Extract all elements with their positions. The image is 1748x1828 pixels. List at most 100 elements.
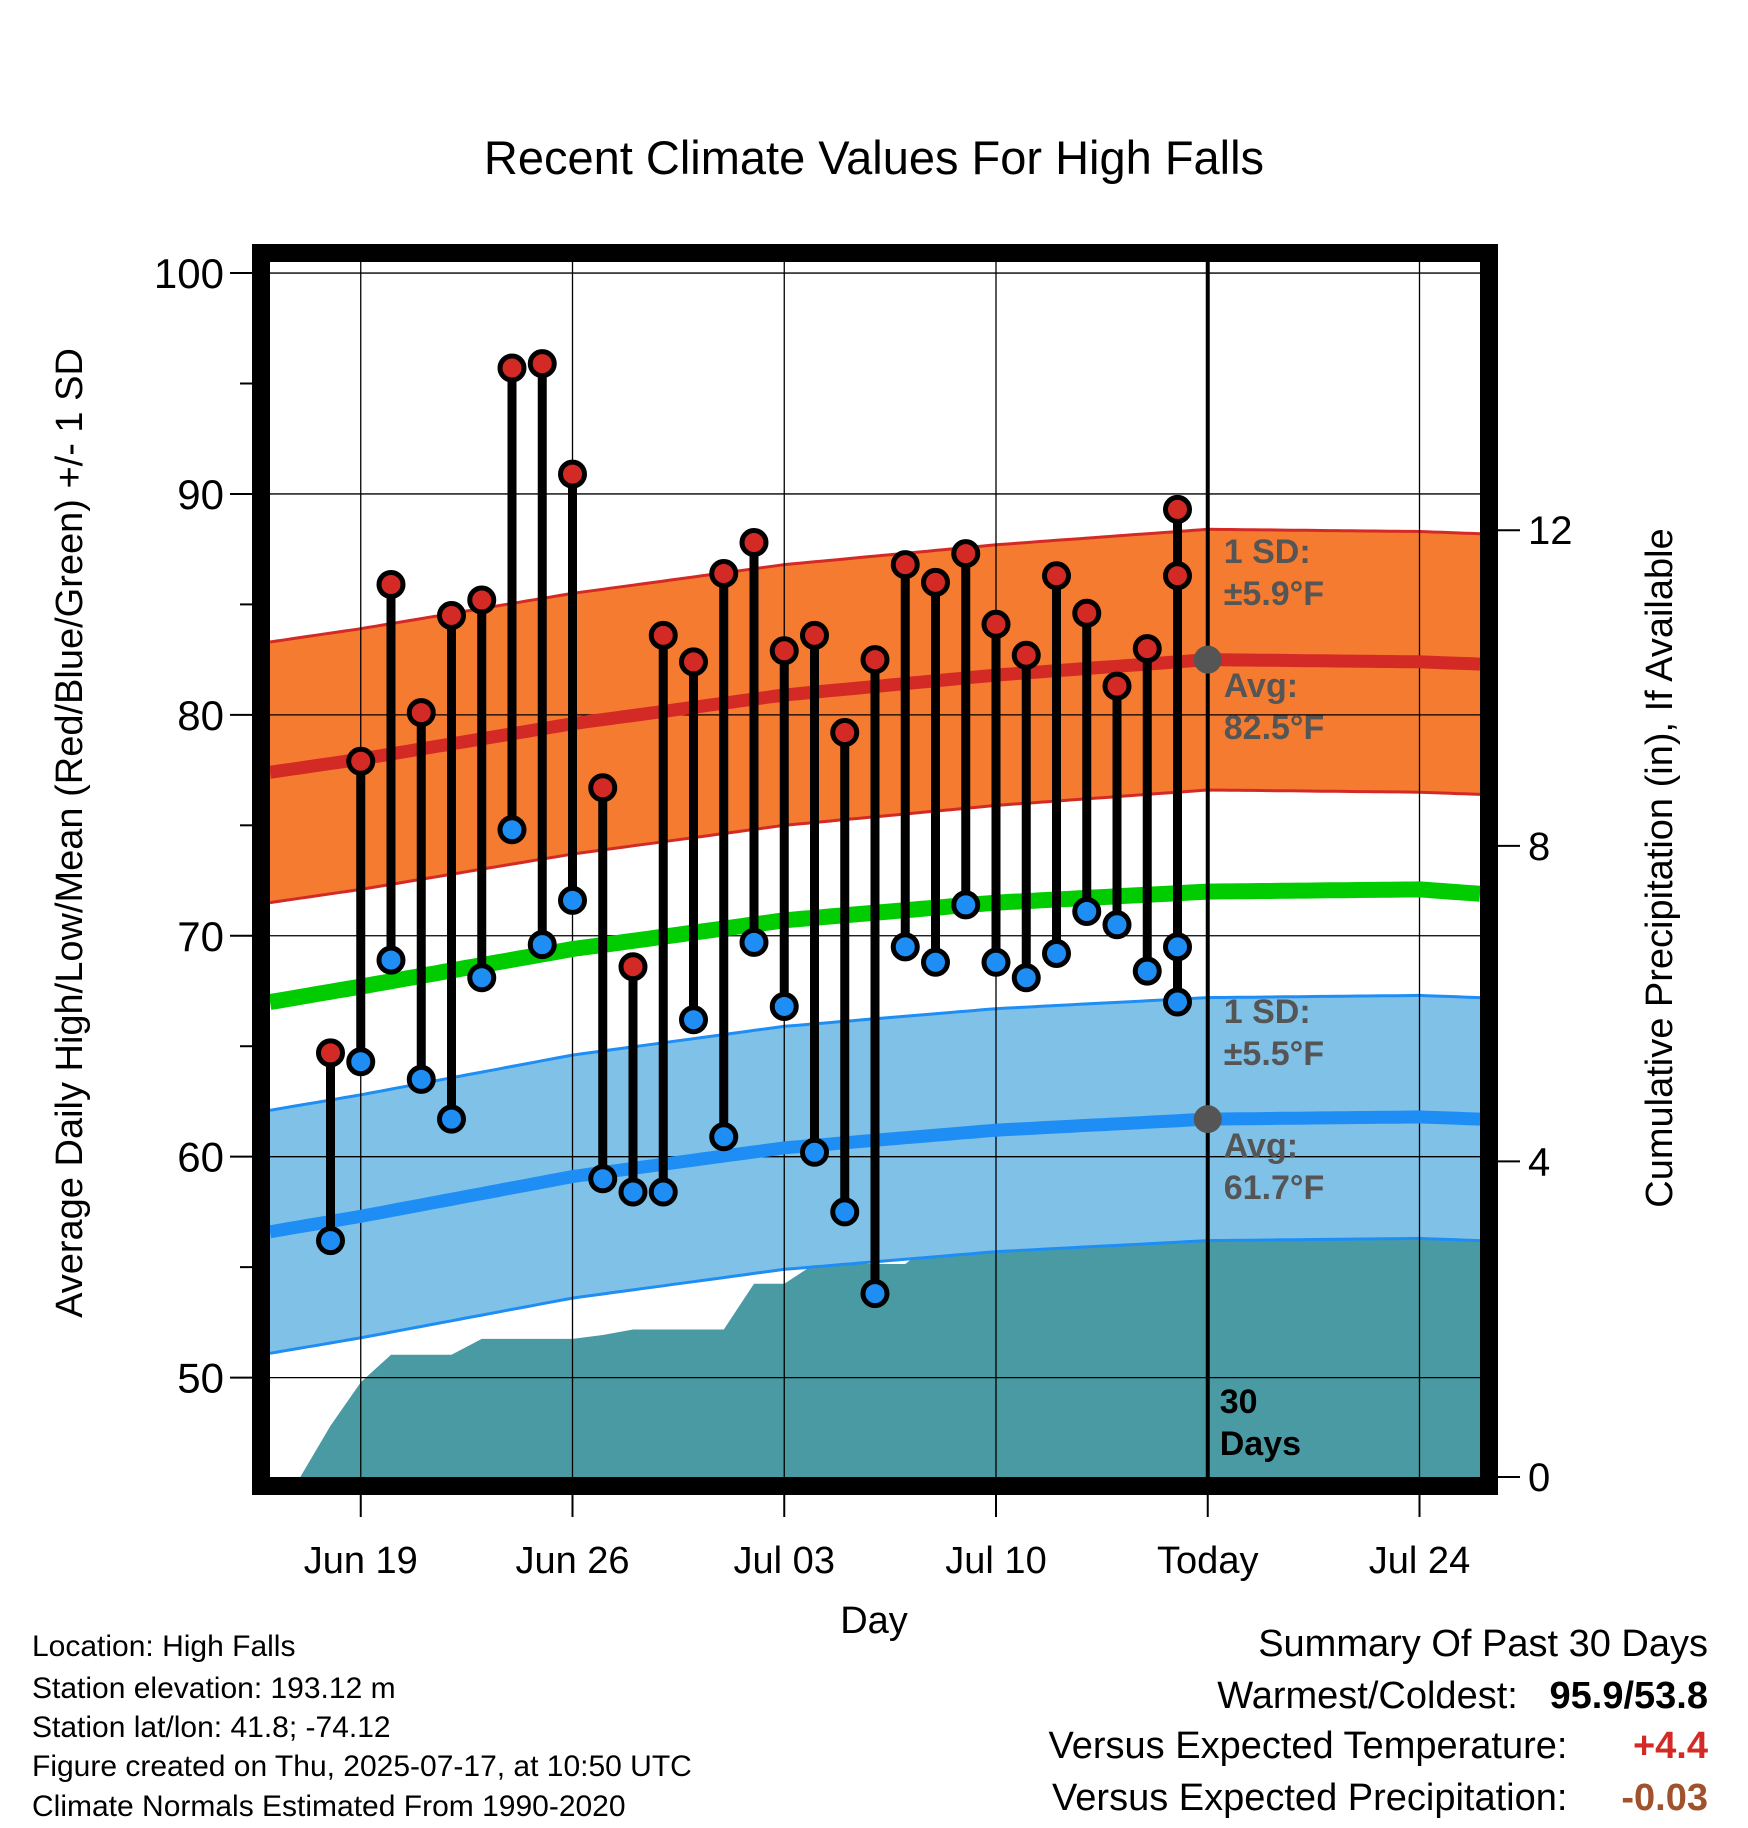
- low-sd-annotation: 1 SD:: [1224, 993, 1311, 1031]
- daily-high-point: [1072, 598, 1102, 628]
- info-latlon: Station lat/lon: 41.8; -74.12: [32, 1711, 391, 1744]
- daily-high-point: [830, 718, 860, 748]
- daily-low-point: [406, 1064, 436, 1094]
- daily-high-point: [497, 353, 527, 383]
- daily-low-point: [618, 1177, 648, 1207]
- today-avg-low-marker: [1193, 1105, 1222, 1134]
- y-tick-label: 70: [177, 913, 224, 960]
- y-tick-label: 50: [177, 1355, 224, 1402]
- summary-temp: Versus Expected Temperature: +4.4: [1049, 1727, 1708, 1765]
- y2-tick-label: 4: [1528, 1140, 1550, 1184]
- info-location: Location: High Falls: [32, 1630, 296, 1663]
- daily-low-point: [1011, 963, 1041, 993]
- precip-value: -0.03: [1621, 1777, 1708, 1819]
- daily-high-point: [346, 746, 376, 776]
- x-tick-label: Jun 26: [515, 1540, 629, 1582]
- warmest-label: Warmest/Coldest:: [1217, 1675, 1518, 1717]
- daily-low-point: [830, 1197, 860, 1227]
- temp-label: Versus Expected Temperature:: [1048, 1725, 1568, 1767]
- y-axis-label: Average Daily High/Low/Mean (Red/Blue/Gr…: [49, 348, 91, 1318]
- summary-precip: Versus Expected Precipitation: -0.03: [1052, 1779, 1708, 1817]
- daily-low-point: [346, 1047, 376, 1077]
- daily-low-point: [739, 927, 769, 957]
- daily-high-point: [527, 349, 557, 379]
- precip-label: Versus Expected Precipitation:: [1052, 1777, 1568, 1819]
- period-label: Days: [1220, 1425, 1301, 1463]
- daily-low-point: [1163, 987, 1192, 1017]
- high-avg-annotation: Avg:: [1224, 667, 1298, 705]
- plot-frame: [252, 244, 1498, 1495]
- y2-tick-label: 8: [1528, 825, 1550, 869]
- x-tick-label: Jul 03: [734, 1540, 835, 1582]
- daily-high-point: [860, 645, 890, 675]
- daily-low-point: [1132, 956, 1162, 986]
- y-tick-label: 100: [154, 250, 224, 297]
- info-created: Figure created on Thu, 2025-07-17, at 10…: [32, 1750, 692, 1783]
- daily-high-point: [709, 558, 739, 588]
- daily-low-point: [316, 1226, 345, 1256]
- y2-tick-label: 0: [1528, 1456, 1550, 1500]
- daily-low-point: [1042, 938, 1071, 968]
- daily-low-point: [921, 947, 950, 977]
- summary-warmest: Warmest/Coldest: 95.9/53.8: [1217, 1677, 1708, 1715]
- daily-high-point: [406, 698, 436, 728]
- summary-title-text: Summary Of Past 30 Days: [1258, 1623, 1708, 1665]
- low-sd-annotation: ±5.5°F: [1224, 1035, 1324, 1073]
- daily-high-point: [951, 539, 981, 569]
- daily-high-point: [890, 550, 920, 580]
- summary-title: Summary Of Past 30 Days: [1258, 1625, 1708, 1663]
- x-tick-label: Today: [1157, 1540, 1258, 1582]
- daily-low-point: [679, 1005, 708, 1035]
- daily-high-point: [1011, 640, 1041, 670]
- daily-high-point: [800, 620, 829, 650]
- y2-tick-label: 12: [1528, 509, 1573, 553]
- daily-low-point: [527, 930, 557, 960]
- x-tick-label: Jun 19: [304, 1540, 418, 1582]
- daily-high-point: [437, 600, 466, 630]
- daily-high-point: [467, 585, 497, 615]
- daily-low-point: [648, 1177, 678, 1207]
- daily-low-point: [497, 815, 527, 845]
- daily-high-point: [1163, 561, 1192, 591]
- daily-low-point: [467, 963, 497, 993]
- daily-high-point: [1102, 671, 1132, 701]
- high-sd-annotation: 1 SD:: [1224, 533, 1311, 571]
- x-axis-label: Day: [840, 1600, 908, 1642]
- daily-high-point: [921, 567, 950, 597]
- temp-value: +4.4: [1632, 1725, 1708, 1767]
- daily-low-point: [800, 1137, 829, 1167]
- daily-low-point: [1072, 896, 1102, 926]
- daily-low-point: [709, 1122, 739, 1152]
- daily-high-point: [316, 1038, 345, 1068]
- daily-low-point: [558, 885, 587, 915]
- info-elevation: Station elevation: 193.12 m: [32, 1672, 396, 1705]
- daily-low-point: [951, 890, 981, 920]
- daily-high-point: [1042, 561, 1071, 591]
- plot-area: 1 SD: ±5.9°F Avg: 82.5°F 1 SD: ±5.5°F Avg: 61.7…: [154, 244, 1573, 1582]
- chart-title: Recent Climate Values For High Falls: [484, 131, 1264, 184]
- y2-axis-label: Cumulative Precipitation (in), If Availa…: [1639, 528, 1681, 1207]
- daily-low-point: [588, 1164, 618, 1194]
- low-avg-annotation: Avg:: [1224, 1127, 1298, 1165]
- daily-low-point: [437, 1104, 466, 1134]
- daily-low-point: [1163, 932, 1192, 962]
- high-sd-annotation: ±5.9°F: [1224, 575, 1324, 613]
- daily-high-point: [648, 620, 678, 650]
- daily-high-point: [739, 528, 769, 558]
- high-avg-annotation: 82.5°F: [1224, 709, 1325, 747]
- daily-low-point: [981, 947, 1011, 977]
- warmest-value: 95.9/53.8: [1549, 1675, 1708, 1717]
- daily-high-point: [558, 459, 587, 489]
- daily-low-point: [860, 1279, 890, 1309]
- y-tick-label: 90: [177, 471, 224, 518]
- x-tick-label: Jul 10: [945, 1540, 1046, 1582]
- daily-high-point: [376, 570, 406, 600]
- daily-high-point: [981, 609, 1011, 639]
- daily-low-point: [890, 932, 920, 962]
- daily-high-point: [679, 647, 708, 677]
- today-avg-high-marker: [1193, 645, 1222, 674]
- daily-high-point: [1132, 634, 1162, 664]
- daily-low-point: [769, 991, 799, 1021]
- x-tick-label: Jul 24: [1369, 1540, 1470, 1582]
